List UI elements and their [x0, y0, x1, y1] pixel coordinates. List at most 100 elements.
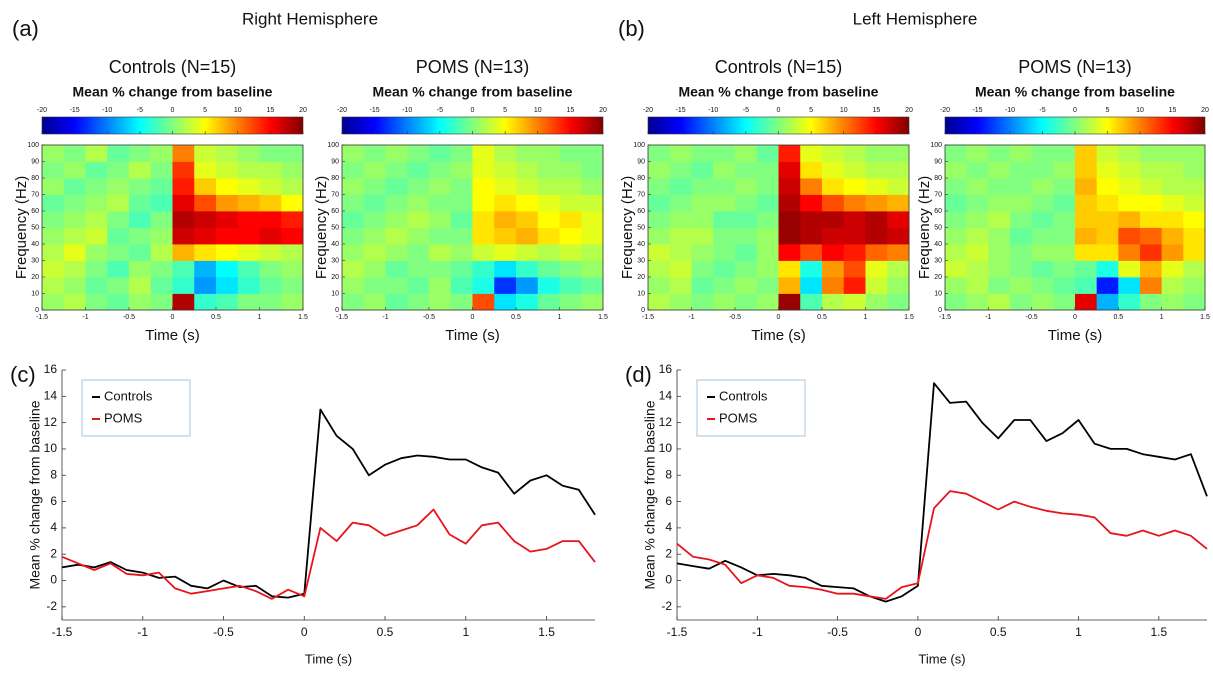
heatmap-cell [194, 293, 217, 311]
heatmap-cell [648, 293, 671, 311]
heatmap-cell [1010, 211, 1033, 228]
heatmap-cell [822, 161, 845, 179]
x-tick-label: 0.5 [1113, 314, 1123, 321]
y-axis-label: Frequency (Hz) [619, 176, 636, 279]
heatmap-cell [537, 244, 560, 261]
colorbar-tick-label: 0 [471, 107, 475, 114]
heatmap-cell [281, 211, 304, 228]
heatmap-cell [1140, 293, 1163, 311]
heatmap-cell [281, 194, 304, 212]
y-tick-label: 80 [934, 175, 942, 182]
heatmap-cell [407, 161, 430, 179]
heatmap-cell [691, 227, 714, 245]
heatmap-cell [537, 178, 560, 195]
colorbar-tick-label: 0 [1073, 107, 1077, 114]
heatmap-cell [216, 260, 239, 278]
heatmap-cell [988, 194, 1011, 212]
heatmap-cell [945, 260, 968, 278]
heatmap-cell [42, 244, 65, 261]
x-tick-label: -1 [82, 314, 88, 321]
heatmap-cell [966, 260, 989, 278]
heatmap-cell [1010, 178, 1033, 195]
x-tick-label: 1 [1075, 625, 1082, 639]
heatmap-cell [648, 161, 671, 179]
heatmap-cell [865, 145, 888, 162]
heatmap-cell [63, 145, 86, 162]
x-axis-label: Time (s) [1048, 327, 1102, 344]
heatmap-cell [363, 227, 386, 245]
x-axis-label: Time (s) [751, 327, 805, 344]
heatmap-cell [756, 244, 779, 261]
y-tick-label: 90 [31, 158, 39, 165]
y-tick-label: 30 [31, 257, 39, 264]
colorbar-tick-label: 5 [503, 107, 507, 114]
heatmap-cell [778, 244, 801, 261]
heatmap-cell [691, 178, 714, 195]
legend-box [81, 379, 191, 437]
heatmap-cell [735, 145, 758, 162]
heatmap-cell [63, 178, 86, 195]
x-tick-label: -1.5 [667, 625, 688, 639]
heatmap-cell [1010, 194, 1033, 212]
heatmap-cell [407, 178, 430, 195]
heatmap-cell [691, 260, 714, 278]
y-tick-label: 20 [934, 274, 942, 281]
x-tick-label: 1 [258, 314, 262, 321]
heatmap-cell [1140, 161, 1163, 179]
heatmap-cell [85, 293, 108, 311]
heatmap-cell [559, 293, 582, 311]
heatmap-cell [363, 293, 386, 311]
x-tick-label: 0 [915, 625, 922, 639]
y-tick-label: 14 [659, 388, 673, 402]
heatmap-cell [385, 227, 408, 245]
heatmap-cell [494, 260, 517, 278]
heatmap-cell [691, 277, 714, 294]
heatmap-cell [800, 161, 823, 179]
heatmap-cell [988, 277, 1011, 294]
y-tick-label: 2 [50, 546, 57, 560]
heatmap-cell [988, 260, 1011, 278]
heatmap-cell [1053, 194, 1076, 212]
heatmap-cell [516, 161, 539, 179]
heatmap-cell [42, 277, 65, 294]
colorbar-tick-label: 5 [203, 107, 207, 114]
y-tick-label: 10 [31, 290, 39, 297]
heatmap-cell [516, 194, 539, 212]
heatmap-cell [216, 293, 239, 311]
y-tick-label: 40 [934, 241, 942, 248]
heatmap-cell [648, 277, 671, 294]
heatmap-cell [429, 161, 452, 179]
heatmap-cell [756, 145, 779, 162]
x-tick-label: 0 [471, 314, 475, 321]
panel-subtitle: Mean % change from baseline [373, 84, 573, 100]
heatmap-cell [691, 293, 714, 311]
colorbar-tick-label: -10 [402, 107, 412, 114]
heatmap-cell [150, 293, 173, 311]
x-tick-label: -0.5 [729, 314, 741, 321]
heatmap-cell [1031, 145, 1054, 162]
heatmap-cell [822, 194, 845, 212]
heatmap-cell [887, 244, 910, 261]
heatmap-cell [735, 178, 758, 195]
heatmap-cell [1031, 178, 1054, 195]
heatmap-cell [800, 244, 823, 261]
heatmap-cell [713, 178, 736, 195]
panel-label: (d) [625, 362, 652, 387]
heatmap-cell [537, 260, 560, 278]
heatmap-cell [887, 161, 910, 179]
heatmap-cell [822, 227, 845, 245]
heatmap-cell [385, 178, 408, 195]
x-tick-label: -1.5 [939, 314, 951, 321]
x-tick-label: 1.5 [298, 314, 308, 321]
colorbar-tick-label: 15 [1169, 107, 1177, 114]
heatmap-cell [1183, 211, 1206, 228]
colorbar-tick-label: 15 [566, 107, 574, 114]
panel-heading: Left Hemisphere [853, 9, 978, 28]
heatmap-cell [865, 211, 888, 228]
heatmap-cell [150, 145, 173, 162]
heatmap-cell [1053, 260, 1076, 278]
y-tick-label: 90 [934, 158, 942, 165]
y-axis-label: Frequency (Hz) [13, 176, 30, 279]
heatmap-cell [194, 145, 217, 162]
heatmap-cell [800, 260, 823, 278]
